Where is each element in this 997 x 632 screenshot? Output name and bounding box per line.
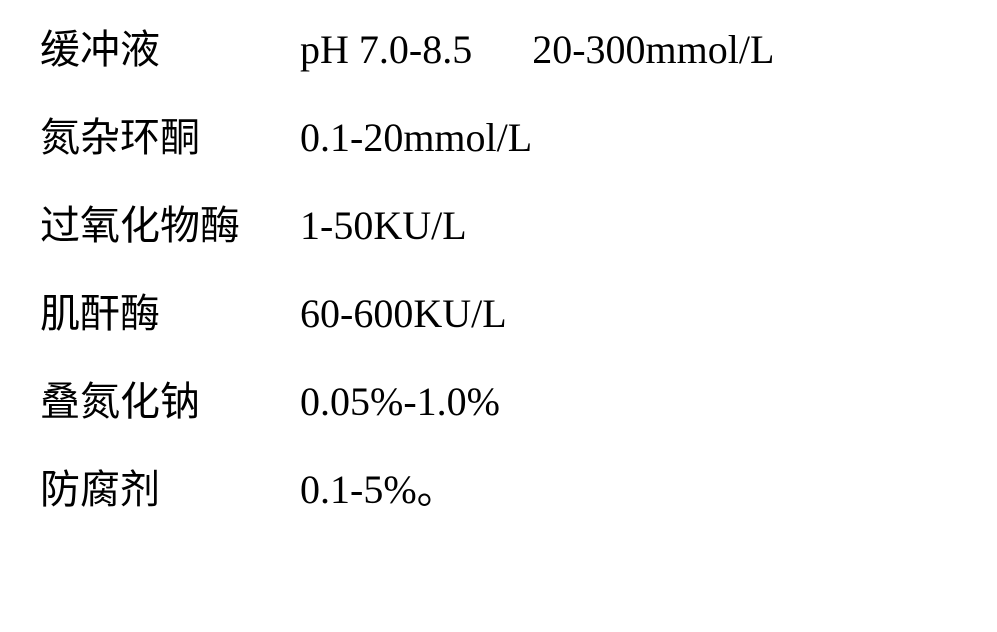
table-row: 叠氮化钠 0.05%-1.0% [40,382,957,422]
table-row: 防腐剂 0.1-5%。 [40,470,957,510]
row-value-1: 60-600KU/L [300,294,507,334]
row-label: 过氧化物酶 [40,206,300,246]
row-label: 防腐剂 [40,470,300,510]
row-label: 氮杂环酮 [40,118,300,158]
table-row: 肌酐酶 60-600KU/L [40,294,957,334]
row-value-2: 20-300mmol/L [532,30,774,70]
row-value-1: 0.05%-1.0% [300,382,500,422]
row-label: 叠氮化钠 [40,382,300,422]
row-value-1: 0.1-5%。 [300,470,457,510]
table-row: 氮杂环酮 0.1-20mmol/L [40,118,957,158]
row-value-1: 1-50KU/L [300,206,467,246]
row-value-1: pH 7.0-8.5 [300,30,472,70]
table-row: 过氧化物酶 1-50KU/L [40,206,957,246]
row-value-1: 0.1-20mmol/L [300,118,532,158]
row-label: 缓冲液 [40,30,300,70]
table-row: 缓冲液 pH 7.0-8.5 20-300mmol/L [40,30,957,70]
row-label: 肌酐酶 [40,294,300,334]
